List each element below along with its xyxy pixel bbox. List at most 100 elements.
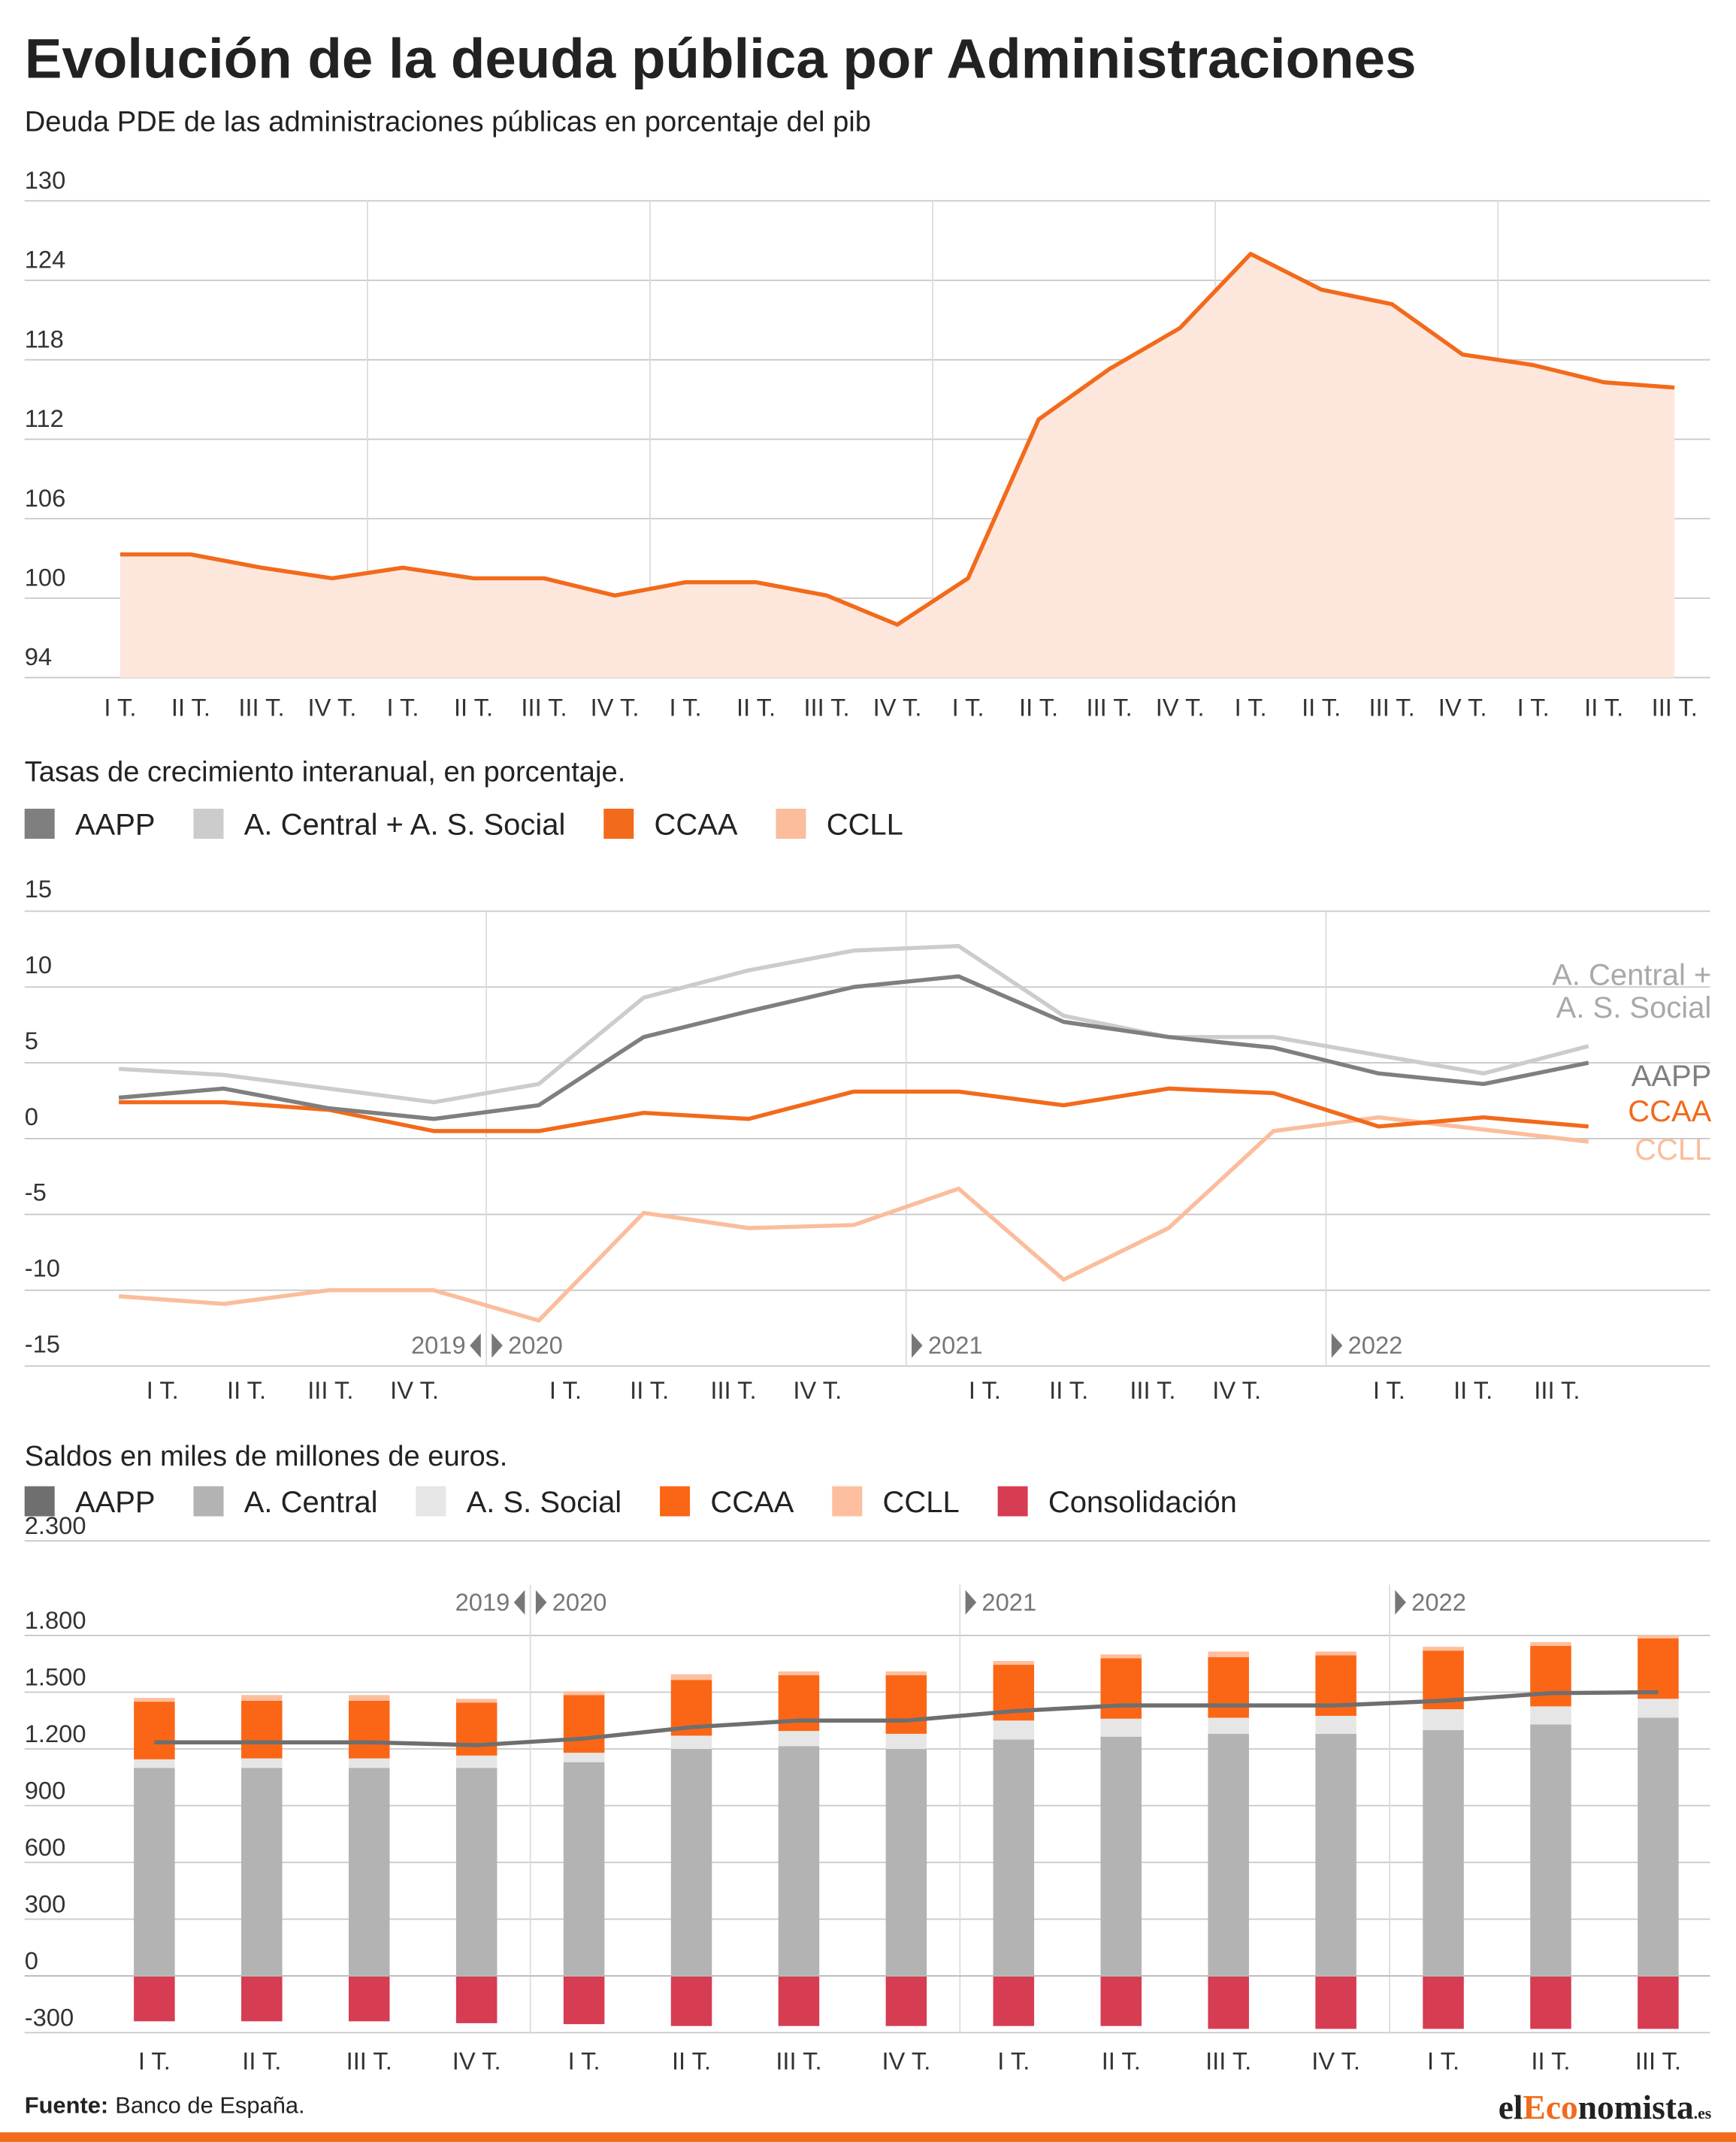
x-tick-label: III T.: [238, 693, 284, 721]
bar-segment: [670, 1749, 712, 1977]
x-tick-label: I T.: [1427, 2047, 1459, 2075]
legend-label: Consolidación: [1048, 1486, 1237, 1519]
y-tick-label: 124: [25, 246, 66, 274]
bar-segment: [778, 1746, 820, 1977]
x-tick-label: IV T.: [1311, 2047, 1360, 2075]
bar-segment: [348, 1758, 390, 1768]
source-text: Banco de España.: [115, 2092, 304, 2119]
year-arrow: [535, 1590, 547, 1615]
x-tick-label: III T.: [1130, 1376, 1175, 1404]
end-label: CCLL: [1635, 1133, 1711, 1166]
bar-segment: [455, 1768, 498, 1977]
x-tick-label: I T.: [138, 2047, 171, 2075]
bar-segment: [134, 1759, 175, 1768]
bar-segment: [1208, 1656, 1249, 1718]
bar-segment: [1638, 1717, 1679, 1977]
bar-segment: [993, 1739, 1035, 1977]
legend-label: A. S. Social: [467, 1486, 622, 1519]
x-tick-label: IV T.: [1212, 1376, 1261, 1404]
x-tick-label: IV T.: [793, 1376, 842, 1404]
x-tick-label: II T.: [1049, 1376, 1088, 1404]
x-tick-label: IV T.: [882, 2047, 930, 2075]
bar-segment: [455, 1702, 498, 1756]
x-tick-label: II T.: [672, 2047, 711, 2075]
bar-segment: [241, 1695, 283, 1701]
legend-label: AAPP: [75, 809, 156, 842]
bar-segment: [1638, 1699, 1679, 1718]
bar-segment: [348, 1700, 390, 1759]
x-tick-label: I T.: [969, 1376, 1001, 1404]
x-tick-label: II T.: [1102, 2047, 1141, 2075]
bar-segment: [134, 1976, 175, 2022]
x-tick-label: III T.: [803, 693, 849, 721]
x-tick-label: II T.: [171, 693, 210, 721]
bar-segment: [1638, 1638, 1679, 1699]
bar-segment: [1208, 1976, 1249, 2029]
bar-segment: [885, 1675, 927, 1734]
x-tick-label: IV T.: [591, 693, 640, 721]
x-tick-label: II T.: [736, 693, 776, 721]
bar-segment: [563, 1762, 605, 1977]
bar-segment: [563, 1753, 605, 1762]
x-tick-label: III T.: [1087, 693, 1133, 721]
year-arrow: [1395, 1590, 1406, 1615]
line: [118, 944, 1589, 1105]
x-tick-label: I T.: [1235, 693, 1267, 721]
legend-swatch: [776, 809, 806, 840]
bar-segment: [1530, 1645, 1571, 1707]
bar-segment: [241, 1700, 283, 1759]
legend-label: AAPP: [75, 1486, 156, 1519]
chart-title: Tasas de crecimiento interanual, en porc…: [25, 756, 626, 788]
line: [119, 252, 1675, 627]
bar-segment: [455, 1755, 498, 1768]
legend-swatch: [24, 1486, 55, 1517]
source: Fuente: Banco de España.: [25, 2092, 305, 2119]
end-label: A. Central + A. S. Social: [1552, 958, 1711, 1024]
y-tick-label: 118: [25, 325, 64, 352]
year-label: 2021: [928, 1331, 983, 1359]
bar-segment: [993, 1976, 1035, 2026]
page-subtitle: Deuda PDE de las administraciones públic…: [25, 106, 871, 138]
y-tick-label: 900: [25, 1776, 66, 1804]
year-label: 2020: [552, 1588, 607, 1616]
year-arrow: [513, 1590, 525, 1615]
bar-segment: [241, 1758, 283, 1768]
bar-segment: [1530, 1724, 1571, 1977]
source-label: Fuente:: [25, 2092, 109, 2119]
bar-segment: [1423, 1709, 1464, 1730]
bar-segment: [1100, 1736, 1142, 1977]
y-tick-label: 15: [25, 875, 52, 903]
year-arrow: [965, 1590, 977, 1615]
x-tick-label: I T.: [386, 693, 419, 721]
year-label: 2019: [411, 1331, 466, 1359]
bar-segment: [1100, 1976, 1142, 2026]
bar-segment: [134, 1698, 175, 1702]
y-tick-label: 10: [25, 951, 52, 979]
legend-label: CCLL: [883, 1486, 960, 1519]
line: [154, 1690, 1659, 1747]
legend-swatch: [193, 809, 224, 840]
bar-segment: [1315, 1733, 1356, 1977]
x-tick-label: IV T.: [452, 2047, 501, 2075]
logo-part: el: [1499, 2089, 1523, 2126]
x-tick-label: IV T.: [1438, 693, 1487, 721]
logo-part: .es: [1694, 2104, 1712, 2122]
y-tick-label: 0: [25, 1103, 38, 1130]
y-tick-label: 106: [25, 484, 66, 512]
bar-segment: [778, 1976, 820, 2026]
year-label: 2022: [1348, 1331, 1403, 1359]
x-tick-label: I T.: [1517, 693, 1550, 721]
y-tick-label: -300: [25, 2003, 74, 2031]
legend-label: A. Central + A. S. Social: [244, 809, 566, 842]
logo: elEconomista.es: [1499, 2089, 1712, 2126]
bar-segment: [885, 1976, 927, 2026]
x-tick-label: II T.: [454, 693, 493, 721]
y-tick-label: 100: [25, 563, 66, 591]
y-tick-label: 1.500: [25, 1662, 86, 1690]
line: [118, 974, 1589, 1121]
x-tick-label: I T.: [997, 2047, 1030, 2075]
year-label: 2019: [455, 1588, 510, 1616]
bar-segment: [134, 1768, 175, 1977]
bar-segment: [885, 1749, 927, 1977]
